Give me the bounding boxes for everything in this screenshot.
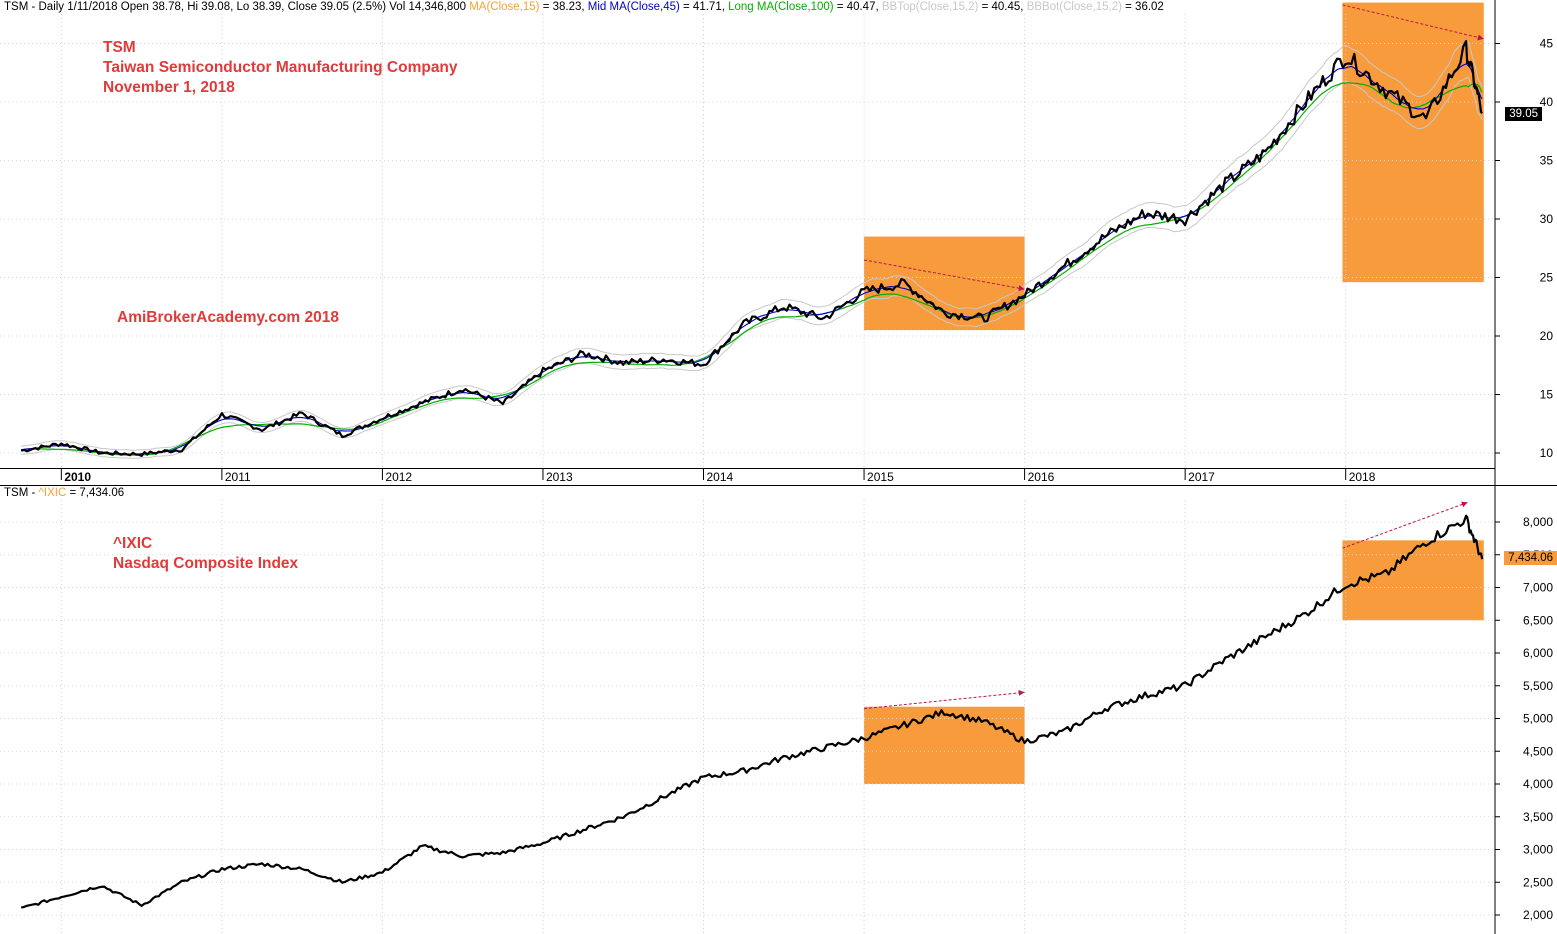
y-tick-label: 6,000 [1523,646,1553,660]
ixic-annotation-symbol: ^IXIC [113,535,153,552]
y-tick-label: 4,000 [1523,777,1553,791]
tsm-annotation-company: Taiwan Semiconductor Manufacturing Compa… [103,59,458,76]
y-tick-label: 2,000 [1523,908,1553,922]
x-tick-label: 2013 [546,470,573,484]
y-tick-label: 2,500 [1523,875,1553,889]
highlight-box [864,236,1025,331]
ma-short-label: MA(Close,15) [469,1,540,13]
ma-mid-label: Mid MA(Close,45) [587,1,680,13]
tsm-annotation-ticker: TSM [103,39,136,56]
y-tick-label: 25 [1540,271,1554,285]
ma-long-label: Long MA(Close,100) [728,1,834,13]
trend-arrow [863,259,1025,292]
x-tick-label: 2015 [867,470,894,484]
x-tick-label: 2011 [225,470,251,484]
bollinger-top-line [21,41,1483,451]
ixic-header: TSM - ^IXIC = 7,434.06 [4,487,124,499]
y-tick-label: 5,500 [1523,679,1553,693]
y-tick-label: 15 [1540,388,1554,402]
tsm-annotation-date: November 1, 2018 [103,79,235,96]
header-ohlc: - Daily 1/11/2018 Open 38.78, Hi 39.08, … [28,1,470,13]
x-tick-label: 2014 [707,470,734,484]
y-tick-label: 3,500 [1523,810,1553,824]
x-tick-label: 2010 [64,470,91,484]
y-tick-label: 20 [1540,329,1554,343]
y-tick-label: 10 [1540,446,1554,460]
ixic-price-line [20,514,1484,909]
y-tick-label: 45 [1540,37,1554,51]
highlight-box [864,706,1025,784]
ma-mid-line [21,63,1483,455]
bbtop-value: = 40.45, [978,1,1027,13]
y-tick-label: 7,000 [1523,581,1553,595]
ixic-header-symbol: ^IXIC [38,487,67,499]
trend-arrow [1342,4,1484,41]
y-tick-label: 5,000 [1523,712,1553,726]
tsm-price-line [20,40,1483,457]
y-tick-label: 8,000 [1523,515,1553,529]
x-tick-label: 2017 [1188,470,1215,484]
tsm-annotation: TSM Taiwan Semiconductor Manufacturing C… [103,38,458,98]
ma-mid-value: = 41.71, [679,1,729,13]
ixic-last-value-tag: 7,434.06 [1504,551,1557,565]
watermark: AmiBrokerAcademy.com 2018 [117,309,339,326]
x-tick-label: 2016 [1028,470,1055,484]
tsm-header: TSM - Daily 1/11/2018 Open 38.78, Hi 39.… [4,1,1164,13]
y-tick-label: 40 [1540,95,1554,109]
header-ticker: TSM [4,1,29,13]
trend-arrow [864,689,1025,710]
ixic-header-value: = 7,434.06 [66,487,125,499]
ma-short-value: = 38.23, [539,1,588,13]
bbbot-value: = 36.02 [1121,1,1164,13]
x-tick-label: 2012 [385,470,412,484]
y-tick-label: 6,500 [1523,613,1553,627]
ma-long-value: = 40.47, [833,1,882,13]
y-tick-label: 30 [1540,212,1554,226]
y-tick-label: 3,000 [1523,843,1553,857]
y-tick-label: 4,500 [1523,744,1553,758]
bbtop-label: BBTop(Close,15,2) [881,1,979,13]
y-tick-label: 35 [1540,154,1554,168]
ixic-annotation-name: Nasdaq Composite Index [113,555,299,572]
highlight-box [1342,2,1484,283]
bbbot-label: BBBot(Close,15,2) [1026,1,1122,13]
tsm-last-value-tag: 39.05 [1505,107,1542,121]
trend-arrow [1342,501,1468,549]
bollinger-bottom-line [21,76,1483,459]
x-tick-label: 2018 [1349,470,1376,484]
ixic-annotation: ^IXIC Nasdaq Composite Index [113,534,298,574]
ixic-header-ticker: TSM - [4,487,39,499]
